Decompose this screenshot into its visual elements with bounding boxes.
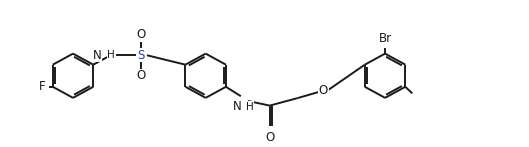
Text: O: O bbox=[136, 28, 145, 41]
Text: O: O bbox=[136, 70, 145, 82]
Text: Br: Br bbox=[379, 32, 391, 45]
Text: O: O bbox=[265, 131, 275, 144]
Text: F: F bbox=[39, 80, 46, 93]
Text: N: N bbox=[233, 100, 242, 113]
Text: H: H bbox=[107, 50, 115, 60]
Text: S: S bbox=[138, 49, 145, 62]
Text: H: H bbox=[246, 102, 253, 112]
Text: O: O bbox=[319, 84, 328, 97]
Text: N: N bbox=[93, 49, 102, 62]
